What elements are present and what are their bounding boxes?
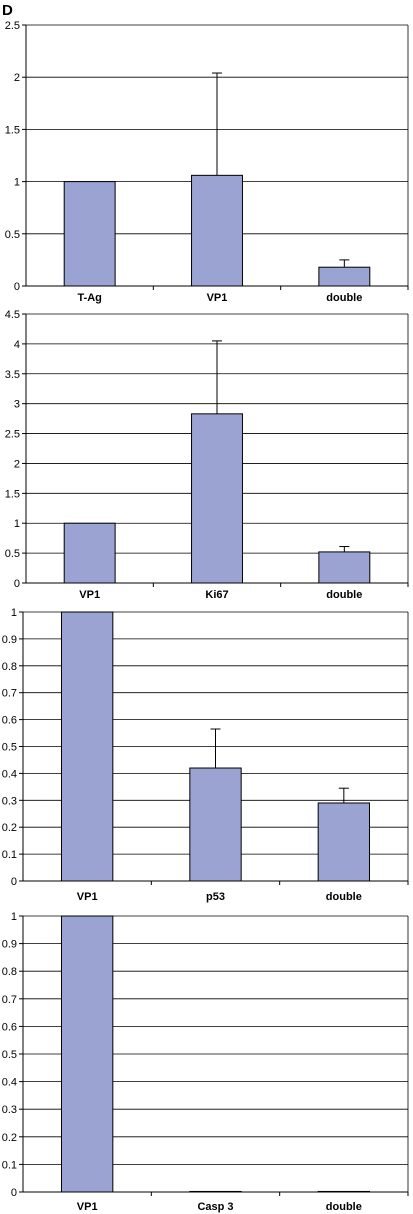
y-tick-label: 0: [11, 1187, 17, 1199]
bar: [317, 1190, 370, 1193]
y-tick-label: 3: [14, 399, 20, 411]
y-tick-label: 0.5: [2, 742, 17, 754]
bar: [191, 174, 243, 287]
y-tick-label: 2.5: [5, 429, 20, 441]
y-tick-label: 0.7: [2, 688, 17, 700]
y-tick-label: 0.9: [2, 634, 17, 646]
y-tick-label: 1: [11, 911, 17, 923]
y-tick-label: 0.3: [2, 795, 17, 807]
y-tick-label: 0.9: [2, 939, 17, 951]
y-tick-label: 1: [14, 518, 20, 530]
bar: [63, 181, 116, 287]
y-tick-label: 0: [11, 876, 17, 888]
y-tick-label: 0.4: [2, 768, 17, 780]
y-tick-label: 0.8: [2, 661, 17, 673]
category-label: p53: [206, 891, 225, 903]
y-tick-label: 0.6: [2, 1021, 17, 1033]
y-tick-label: 0: [14, 578, 20, 590]
y-tick-label: 0.5: [5, 548, 20, 560]
y-tick-label: 1.5: [5, 488, 20, 500]
y-tick-label: 1: [14, 177, 20, 189]
category-label: VP1: [79, 589, 100, 601]
bar: [189, 767, 242, 882]
y-tick-label: 0: [14, 281, 20, 293]
y-tick-label: 0.1: [2, 1159, 17, 1171]
y-tick-label: 0.4: [2, 1077, 17, 1089]
y-tick-label: 2.5: [5, 20, 20, 32]
bar: [317, 802, 370, 882]
y-tick-label: 2: [14, 458, 20, 470]
y-tick-label: 0.1: [2, 849, 17, 861]
y-tick-label: 4.5: [5, 309, 20, 321]
category-label: double: [326, 292, 362, 304]
bar: [61, 915, 114, 1193]
y-tick-label: 3.5: [5, 369, 20, 381]
y-tick-label: 2: [14, 72, 20, 84]
category-label: T-Ag: [77, 292, 101, 304]
category-label: Casp 3: [197, 1201, 233, 1213]
y-tick-label: 0.2: [2, 822, 17, 834]
category-label: VP1: [207, 292, 228, 304]
y-tick-label: 4: [14, 339, 20, 351]
bar: [318, 551, 371, 584]
y-tick-label: 1: [11, 607, 17, 619]
category-label: double: [326, 1201, 362, 1213]
bar: [191, 413, 243, 584]
y-tick-label: 0.3: [2, 1104, 17, 1116]
category-label: VP1: [77, 891, 98, 903]
y-tick-label: 0.2: [2, 1132, 17, 1144]
bar: [61, 611, 114, 882]
bar: [63, 522, 116, 584]
y-tick-label: 0.8: [2, 966, 17, 978]
y-tick-label: 0.6: [2, 715, 17, 727]
bar: [318, 266, 371, 287]
bar: [189, 1190, 242, 1193]
category-label: VP1: [77, 1201, 98, 1213]
category-label: double: [326, 589, 362, 601]
category-label: Ki67: [205, 589, 228, 601]
category-label: double: [326, 891, 362, 903]
y-tick-label: 1.5: [5, 124, 20, 136]
y-tick-label: 0.7: [2, 994, 17, 1006]
y-tick-label: 0.5: [2, 1049, 17, 1061]
y-tick-label: 0.5: [5, 229, 20, 241]
panel-letter: D: [2, 2, 13, 19]
